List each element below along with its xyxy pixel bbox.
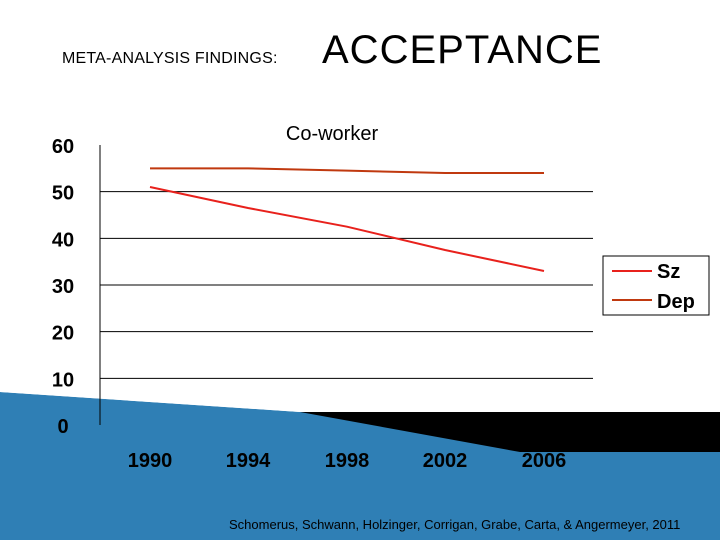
y-tick-label: 30	[52, 276, 74, 298]
x-tick-label: 2006	[522, 450, 567, 472]
heading-label: META-ANALYSIS FINDINGS:	[62, 50, 278, 67]
series-line-sz	[149, 186, 545, 272]
x-tick-label: 1994	[226, 450, 271, 472]
band-white	[0, 368, 720, 412]
legend-box	[602, 255, 710, 316]
y-tick-label: 50	[52, 183, 74, 205]
x-axis-ticks: 1990 1994 1998 2002 2006	[128, 450, 567, 472]
legend-label-sz: Sz	[657, 261, 680, 283]
y-tick-label: 60	[52, 136, 74, 158]
legend-label-dep: Dep	[657, 291, 695, 313]
x-tick-label: 1998	[325, 450, 370, 472]
chart-title: Co-worker	[286, 123, 379, 145]
y-axis-ticks: 0 10 20 30 40 50 60	[52, 136, 74, 438]
series-line-dep	[150, 167, 544, 174]
slide-title: ACCEPTANCE	[322, 28, 603, 72]
x-tick-label: 1990	[128, 450, 173, 472]
series-lines	[149, 167, 545, 272]
legend: Sz Dep	[602, 255, 710, 316]
x-tick-label: 2002	[423, 450, 468, 472]
y-tick-label: 0	[57, 416, 68, 438]
y-tick-label: 20	[52, 323, 74, 345]
y-tick-label: 40	[52, 229, 74, 251]
y-tick-label: 10	[52, 369, 74, 391]
citation: Schomerus, Schwann, Holzinger, Corrigan,…	[229, 517, 681, 532]
gridlines	[99, 145, 593, 425]
band-black	[300, 412, 720, 452]
